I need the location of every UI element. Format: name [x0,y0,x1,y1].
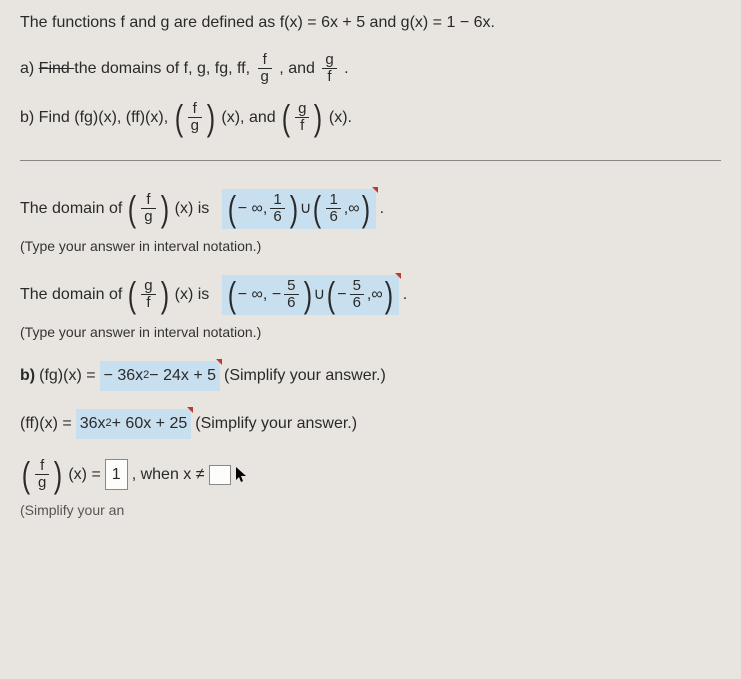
frac-num: f [258,52,272,70]
domain-gf-x: (x) is [175,282,210,308]
frac-num: f [35,458,49,476]
frac-den: f [322,69,336,86]
frac-f-over-g: f g [258,52,272,86]
frac-den: f [295,118,309,135]
domain-fg-x: (x) is [175,196,210,222]
domain-gf-end: . [403,282,407,308]
frac-num: g [141,278,155,296]
problem-intro: The functions f and g are defined as f(x… [20,10,721,36]
fg-ratio-x: (x) = [68,462,100,488]
frac-den: g [141,209,155,226]
frac-num: 1 [270,192,284,210]
frac-num: g [295,101,309,119]
frac-den: g [258,69,272,86]
part-a-find: Find [39,60,75,77]
frac-num: g [322,52,336,70]
frac-g-over-f: g f [322,52,336,86]
paren-g-over-f-2: ( g f ) [126,277,170,313]
part-b-label: b) [20,363,35,389]
ffx-term2: + 60x + 25 [112,411,188,437]
part-b: b) Find (fg)(x), (ff)(x), ( f g ) (x), a… [20,100,721,136]
frac-den: 6 [270,209,284,226]
part-a-mid: , and [279,60,319,77]
frac-den: f [141,295,155,312]
frac-num: f [188,101,202,119]
frac-num: f [141,192,155,210]
domain-fg-end: . [380,196,384,222]
fg-ratio-line: ( f g ) (x) = 1 , when x ≠ [20,457,721,493]
fg-ratio-when: , when x ≠ [132,462,205,488]
part-a-end: . [344,60,348,77]
part-a-prefix: a) [20,60,39,77]
frac-den: 6 [284,295,298,312]
frac-den: g [35,475,49,492]
frac-den: g [188,118,202,135]
ffx-hint: (Simplify your answer.) [195,411,357,437]
fgx-term1: − 36x [104,363,144,389]
hint-2: (Type your answer in interval notation.) [20,321,721,343]
paren-f-over-g: ( f g ) [173,100,217,136]
fgx-term2: − 24x + 5 [149,363,216,389]
fg-ratio-input[interactable]: 1 [105,459,128,491]
ffx-line: (ff)(x) = 36x2 + 60x + 25 (Simplify your… [20,409,721,439]
fgx-hint: (Simplify your answer.) [224,363,386,389]
exclude-value-input[interactable] [209,465,231,485]
divider [20,160,721,161]
domain-fg-answer[interactable]: ( − ∞, 1 6 ) ∪ ( 1 6 ,∞ ) [222,189,376,229]
frac-num: 1 [326,192,340,210]
fgx-line: b) (fg)(x) = − 36x2 − 24x + 5 (Simplify … [20,361,721,391]
paren-f-over-g-2: ( f g ) [126,191,170,227]
union-symbol: ∪ [314,282,326,308]
part-b-x: (x). [329,109,352,126]
domain-gf-line: The domain of ( g f ) (x) is ( − ∞, − 5 … [20,275,721,315]
paren-f-over-g-3: ( f g ) [20,457,64,493]
frac-den: 6 [350,295,364,312]
hint-1: (Type your answer in interval notation.) [20,235,721,257]
ffx-term1: 36x [80,411,106,437]
frac-den: 6 [326,209,340,226]
fgx-answer[interactable]: − 36x2 − 24x + 5 [100,361,220,391]
interval-right: ,∞ [344,196,360,222]
fgx-prefix: (fg)(x) = [39,363,95,389]
interval-left: − ∞, [238,196,268,222]
domain-gf-prefix: The domain of [20,282,122,308]
part-a-rest: the domains of f, g, fg, ff, [74,60,254,77]
part-a: a) Find the domains of f, g, fg, ff, f g… [20,52,721,86]
interval-right: ,∞ [367,282,383,308]
cutoff-text: (Simplify your an [20,499,721,521]
interval-left: − ∞, − [238,282,281,308]
ffx-answer[interactable]: 36x2 + 60x + 25 [76,409,192,439]
domain-fg-prefix: The domain of [20,196,122,222]
part-b-mid: (x), and [221,109,280,126]
part-b-prefix: b) [20,109,39,126]
paren-g-over-f: ( g f ) [280,100,324,136]
mouse-cursor-icon [235,466,249,484]
frac-num: 5 [350,278,364,296]
union-symbol: ∪ [300,196,312,222]
neg-sign: − [337,282,346,308]
domain-fg-line: The domain of ( f g ) (x) is ( − ∞, 1 6 … [20,189,721,229]
domain-gf-answer[interactable]: ( − ∞, − 5 6 ) ∪ ( − 5 6 ,∞ ) [222,275,399,315]
ffx-prefix: (ff)(x) = [20,411,72,437]
part-b-text1: Find (fg)(x), (ff)(x), [39,109,173,126]
frac-num: 5 [284,278,298,296]
